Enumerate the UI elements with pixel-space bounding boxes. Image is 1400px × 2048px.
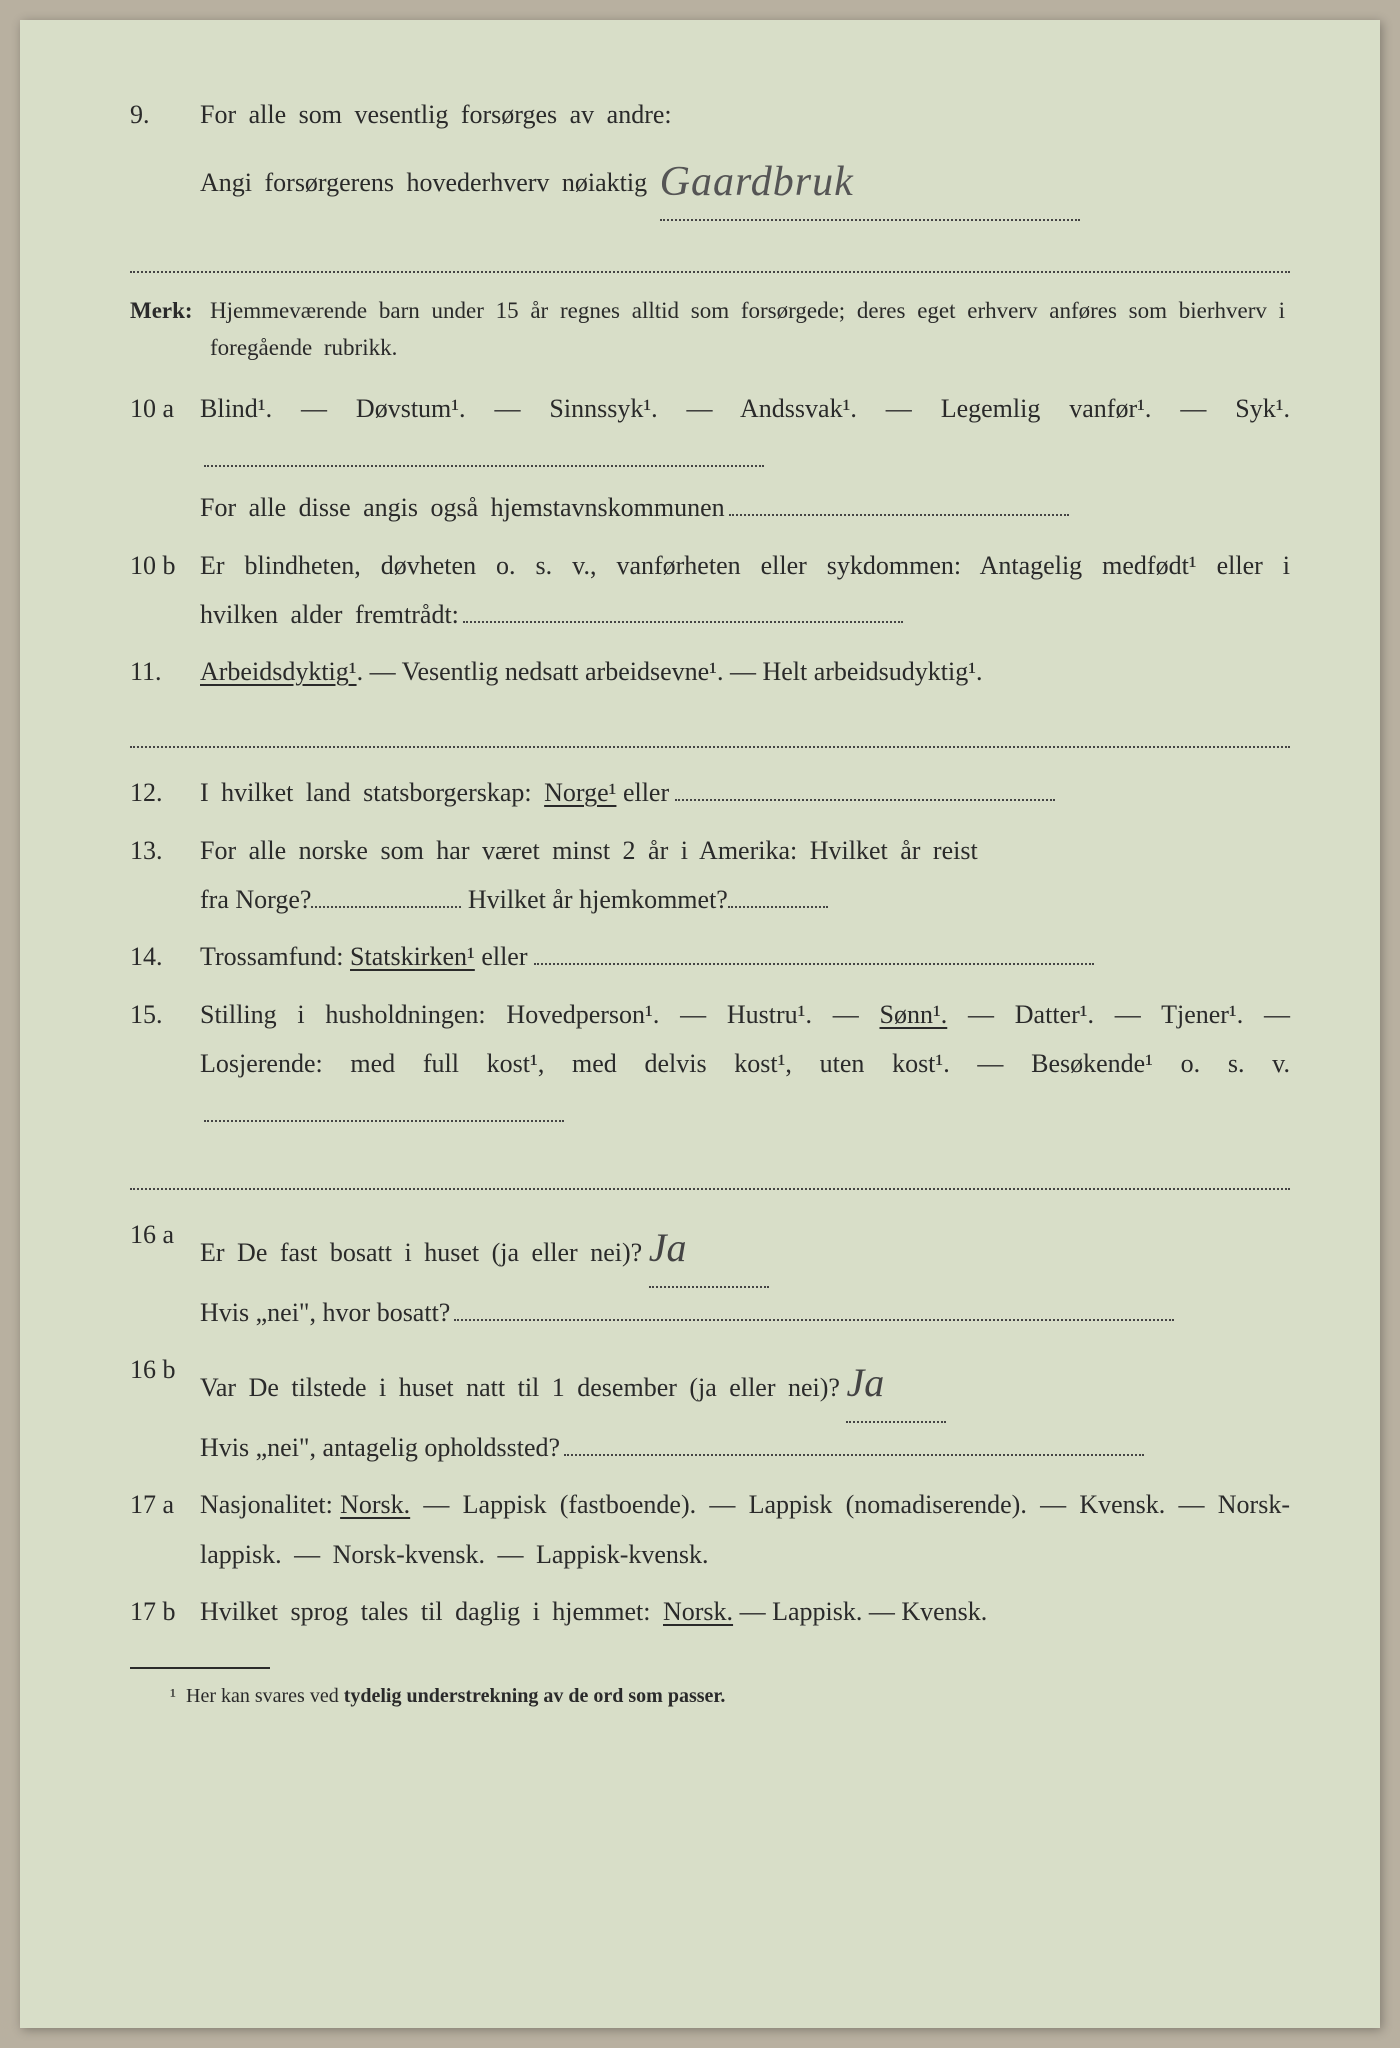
q10a-opts-text: Blind¹. — Døvstum¹. — Sinnssyk¹. — Andss…: [200, 394, 1290, 423]
q13-number: 13.: [130, 826, 200, 925]
q16a-answer: Ja: [649, 1225, 687, 1270]
question-10b: 10 b Er blindheten, døvheten o. s. v., v…: [130, 541, 1290, 640]
q17b-number: 17 b: [130, 1587, 200, 1636]
q14-number: 14.: [130, 932, 200, 981]
q15-pre: Stilling i husholdningen: Hovedperson¹. …: [200, 1000, 879, 1029]
q16a-line1: Er De fast bosatt i huset (ja eller nei)…: [200, 1210, 1290, 1288]
q14-post: eller: [475, 942, 528, 971]
footnote-mark: ¹: [170, 1685, 176, 1707]
q10a-line2: For alle disse angis også hjemstavnskomm…: [200, 483, 1290, 532]
q10b-number: 10 b: [130, 541, 200, 640]
question-17a: 17 a Nasjonalitet: Norsk. — Lappisk (fas…: [130, 1480, 1290, 1579]
q16b-l2-text: Hvis „nei", antagelig opholdssted?: [200, 1433, 560, 1462]
question-15: 15. Stilling i husholdningen: Hovedperso…: [130, 990, 1290, 1138]
q16b-answer: Ja: [846, 1360, 884, 1405]
q9-number: 9.: [130, 90, 200, 221]
merk-text: Hjemmeværende barn under 15 år regnes al…: [210, 293, 1290, 367]
q12-pre: I hvilket land statsborgerskap:: [200, 778, 544, 807]
question-16a: 16 a Er De fast bosatt i huset (ja eller…: [130, 1210, 1290, 1337]
q13-line2: fra Norge? Hvilket år hjemkommet?: [200, 875, 1290, 924]
q13-l2b: Hvilket år hjemkommet?: [468, 885, 728, 914]
question-17b: 17 b Hvilket sprog tales til daglig i hj…: [130, 1587, 1290, 1636]
q12-selected: Norge¹: [544, 778, 616, 807]
q13-line1: For alle norske som har været minst 2 år…: [200, 826, 1290, 875]
q17a-number: 17 a: [130, 1480, 200, 1579]
q9-label: Angi forsørgerens hovederhverv nøiaktig: [200, 168, 647, 197]
footnote-bold: tydelig understrekning av de ord som pas…: [344, 1685, 726, 1707]
q16a-q: Er De fast bosatt i huset (ja eller nei)…: [200, 1238, 642, 1267]
q16b-line1: Var De tilstede i huset natt til 1 desem…: [200, 1345, 1290, 1423]
question-10a: 10 a Blind¹. — Døvstum¹. — Sinnssyk¹. — …: [130, 384, 1290, 532]
q12-number: 12.: [130, 768, 200, 817]
question-11: 11. Arbeidsdyktig¹. — Vesentlig nedsatt …: [130, 647, 1290, 696]
question-12: 12. I hvilket land statsborgerskap: Norg…: [130, 768, 1290, 817]
merk-label: Merk:: [130, 293, 210, 367]
q10a-options: Blind¹. — Døvstum¹. — Sinnssyk¹. — Andss…: [200, 384, 1290, 483]
q10a-line2-text: For alle disse angis også hjemstavnskomm…: [200, 493, 725, 522]
q17a-pre: Nasjonalitet:: [200, 1490, 340, 1519]
q16b-number: 16 b: [130, 1345, 200, 1472]
footnote: ¹ Her kan svares ved tydelig understrekn…: [130, 1677, 1290, 1715]
q16a-number: 16 a: [130, 1210, 200, 1337]
q15-selected: Sønn¹.: [879, 1000, 947, 1029]
q17a-selected: Norsk.: [340, 1490, 410, 1519]
q11-selected: Arbeidsdyktig¹: [200, 657, 357, 686]
question-13: 13. For alle norske som har været minst …: [130, 826, 1290, 925]
q10b-text: Er blindheten, døvheten o. s. v., vanfør…: [200, 551, 1290, 629]
question-16b: 16 b Var De tilstede i huset natt til 1 …: [130, 1345, 1290, 1472]
q10a-number: 10 a: [130, 384, 200, 532]
divider-3: [130, 1148, 1290, 1190]
q17b-post: — Lappisk. — Kvensk.: [733, 1597, 987, 1626]
census-form-page: 9. For alle som vesentlig forsørges av a…: [20, 20, 1380, 2028]
divider: [130, 231, 1290, 273]
q11-number: 11.: [130, 647, 200, 696]
q13-l2a: fra Norge?: [200, 885, 311, 914]
merk-note: Merk: Hjemmeværende barn under 15 år reg…: [130, 293, 1290, 367]
q15-number: 15.: [130, 990, 200, 1138]
q14-selected: Statskirken¹: [350, 942, 475, 971]
footnote-rule: [130, 1667, 270, 1669]
question-9: 9. For alle som vesentlig forsørges av a…: [130, 90, 1290, 221]
q16a-line2: Hvis „nei", hvor bosatt?: [200, 1288, 1290, 1337]
q12-post: eller: [616, 778, 669, 807]
q17b-pre: Hvilket sprog tales til daglig i hjemmet…: [200, 1597, 663, 1626]
q16b-q: Var De tilstede i huset natt til 1 desem…: [200, 1373, 840, 1402]
q9-line2: Angi forsørgerens hovederhverv nøiaktig …: [200, 139, 1290, 221]
question-14: 14. Trossamfund: Statskirken¹ eller: [130, 932, 1290, 981]
q16b-line2: Hvis „nei", antagelig opholdssted?: [200, 1423, 1290, 1472]
q9-answer: Gaardbruk: [660, 159, 854, 205]
divider-2: [130, 707, 1290, 749]
q9-line1: For alle som vesentlig forsørges av andr…: [200, 90, 1290, 139]
q14-pre: Trossamfund:: [200, 942, 350, 971]
q16a-l2-text: Hvis „nei", hvor bosatt?: [200, 1298, 450, 1327]
q11-rest: . — Vesentlig nedsatt arbeidsevne¹. — He…: [357, 657, 983, 686]
q17b-selected: Norsk.: [663, 1597, 733, 1626]
